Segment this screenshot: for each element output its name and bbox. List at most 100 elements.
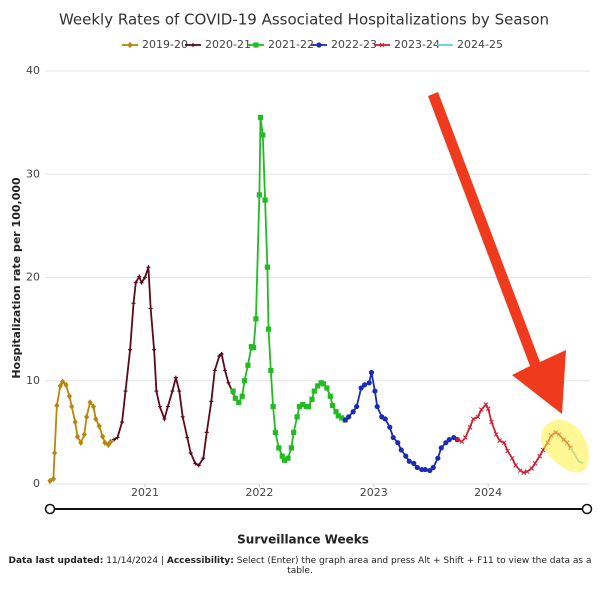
marker — [537, 453, 543, 459]
marker — [268, 367, 274, 374]
marker — [93, 415, 99, 423]
marker — [226, 380, 231, 385]
marker — [497, 438, 502, 443]
marker — [51, 449, 58, 457]
marker — [485, 406, 491, 411]
marker — [191, 43, 195, 47]
legend-label: 2021-22 — [268, 38, 314, 51]
legend-label: 2019-20 — [142, 38, 188, 51]
marker — [529, 466, 535, 471]
marker — [120, 420, 125, 425]
marker — [59, 378, 66, 385]
marker — [209, 399, 214, 404]
marker — [139, 280, 144, 285]
marker — [403, 453, 409, 459]
marker — [339, 415, 345, 421]
marker — [390, 434, 396, 441]
marker — [395, 440, 401, 446]
marker — [342, 417, 348, 423]
marker — [127, 41, 133, 49]
marker — [327, 393, 333, 399]
y-axis-label: Hospitalization rate per 100,000 — [10, 177, 23, 379]
legend-label: 2022-23 — [331, 38, 377, 51]
marker — [296, 403, 303, 410]
marker — [489, 419, 494, 425]
marker — [133, 280, 138, 285]
annotation-arrow — [428, 92, 566, 414]
slider-handle[interactable] — [44, 503, 56, 515]
marker — [66, 393, 73, 400]
footer-text: 11/14/2024 | — [106, 556, 164, 566]
marker — [219, 351, 224, 356]
marker — [84, 413, 90, 421]
marker — [411, 460, 417, 466]
marker — [212, 368, 217, 373]
marker — [232, 395, 238, 401]
marker — [329, 402, 336, 409]
marker — [291, 429, 297, 435]
marker — [311, 388, 317, 394]
marker — [54, 402, 60, 409]
marker — [324, 385, 330, 391]
marker — [236, 399, 242, 406]
marker — [438, 445, 444, 451]
marker — [148, 306, 153, 311]
marker — [193, 461, 198, 466]
legend-label: 2020-21 — [205, 38, 251, 51]
y-tick-label: 0 — [33, 477, 40, 490]
marker — [185, 435, 190, 440]
slider-handle[interactable] — [581, 503, 593, 515]
marker — [253, 316, 259, 322]
marker — [358, 385, 364, 391]
marker — [72, 418, 78, 426]
marker — [430, 464, 436, 471]
marker — [493, 432, 499, 437]
marker — [257, 114, 264, 121]
series-line — [232, 117, 346, 462]
marker — [320, 381, 327, 387]
marker — [131, 301, 136, 306]
x-tick-label: 2022 — [245, 486, 273, 499]
marker — [335, 413, 341, 419]
marker — [78, 439, 84, 446]
y-tick-label: 30 — [26, 167, 40, 180]
marker — [368, 369, 375, 376]
marker — [354, 403, 360, 410]
marker — [201, 456, 206, 461]
marker — [239, 393, 245, 399]
marker — [188, 451, 193, 456]
marker — [372, 388, 378, 394]
marker — [387, 424, 393, 430]
marker — [100, 433, 106, 440]
marker — [142, 275, 147, 280]
marker — [256, 192, 262, 198]
marker — [509, 455, 515, 461]
marker — [315, 383, 321, 389]
footer: Data last updated: 11/14/2024 | Accessib… — [0, 556, 600, 576]
marker — [165, 404, 170, 409]
marker — [454, 437, 460, 442]
marker — [478, 407, 484, 413]
marker — [230, 388, 236, 394]
marker — [350, 409, 356, 415]
x-axis-label: Surveillance Weeks — [237, 533, 369, 547]
marker — [446, 437, 452, 443]
marker — [137, 274, 142, 279]
marker — [517, 468, 523, 473]
marker — [87, 399, 93, 406]
y-tick-label: 20 — [26, 271, 40, 284]
marker — [406, 458, 412, 464]
marker — [265, 326, 272, 332]
marker — [513, 463, 518, 468]
x-tick-label: 2023 — [360, 486, 388, 499]
marker — [483, 402, 489, 407]
marker — [245, 362, 251, 368]
marker — [204, 430, 209, 435]
marker — [251, 345, 257, 351]
marker — [398, 447, 404, 453]
marker — [50, 475, 57, 483]
marker — [532, 460, 538, 466]
marker — [74, 433, 81, 440]
marker — [152, 347, 157, 352]
